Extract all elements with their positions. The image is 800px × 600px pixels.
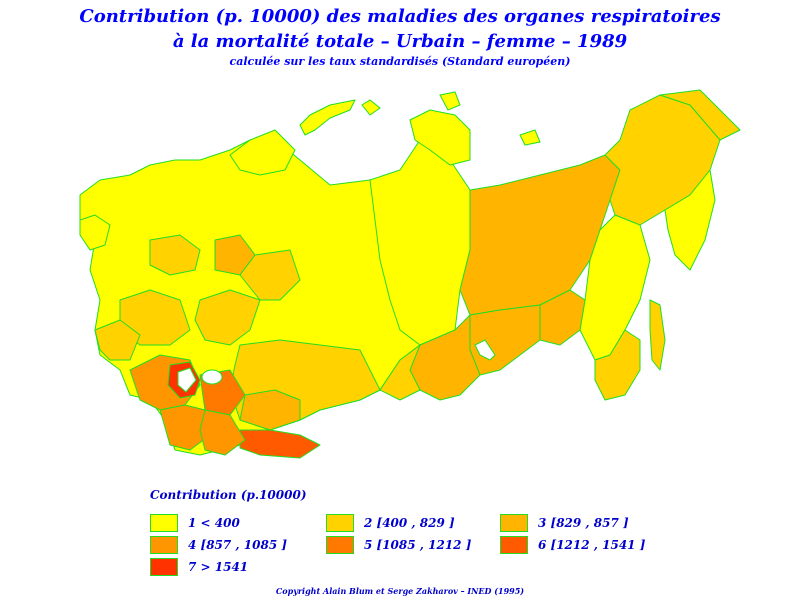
choropleth-map [79,89,741,459]
legend-label-6: 6 [1212 , 1541 ] [538,538,646,552]
region-taimyr [409,109,471,166]
legend-item-6: 6 [1212 , 1541 ] [500,536,645,554]
legend-label-3: 3 [829 , 857 ] [538,516,629,530]
region-sakhalin [649,299,666,371]
lake-baikal [474,339,496,361]
legend-item-3: 3 [829 , 857 ] [500,514,629,532]
legend-label-4: 4 [857 , 1085 ] [188,538,288,552]
legend-item-7: 7 > 1541 [150,558,248,576]
severnaya-zemlya [439,91,461,111]
legend-item-2: 2 [400 , 829 ] [326,514,455,532]
legend-item-5: 5 [1085 , 1212 ] [326,536,471,554]
franz-josef-land [361,99,381,116]
region-chukotka [659,89,741,141]
legend-swatch-4 [150,536,178,554]
legend-title: Contribution (p.10000) [150,488,307,502]
copyright-text: Copyright Alain Blum et Serge Zakharov –… [275,586,525,596]
map-title-line1: Contribution (p. 10000) des maladies des… [79,6,721,27]
region-kamchatka [664,169,716,271]
region-ukraine [94,319,141,361]
region-center-1 [149,234,201,276]
legend-swatch-6 [500,536,528,554]
map-title-line2: à la mortalité totale – Urbain – femme –… [172,31,628,52]
region-south-f [239,389,301,431]
legend-label-5: 5 [1085 , 1212 ] [364,538,472,552]
region-tuva [379,344,421,401]
region-center-3 [239,249,301,301]
legend-swatch-7 [150,558,178,576]
region-novaya-zemlya [299,99,356,136]
legend-label-1: 1 < 400 [188,516,240,530]
legend-label-7: 7 > 1541 [188,560,249,574]
legend-swatch-2 [326,514,354,532]
map-subtitle: calculée sur les taux standardisés (Stan… [229,55,571,68]
region-chita [469,304,541,376]
caspian-sea [177,367,197,393]
legend-item-4: 4 [857 , 1085 ] [150,536,287,554]
region-kola [229,129,296,176]
legend-swatch-5 [326,536,354,554]
region-primorye [594,329,641,401]
region-ural [194,289,261,346]
region-south-e [239,429,321,459]
region-baltic [79,214,111,251]
legend-swatch-3 [500,514,528,532]
aral-sea [201,369,223,385]
legend-swatch-1 [150,514,178,532]
legend-item-1: 1 < 400 [150,514,240,532]
region-central-asia [199,409,246,456]
legend-label-2: 2 [400 , 829 ] [364,516,455,530]
new-siberian-islands [519,129,541,146]
